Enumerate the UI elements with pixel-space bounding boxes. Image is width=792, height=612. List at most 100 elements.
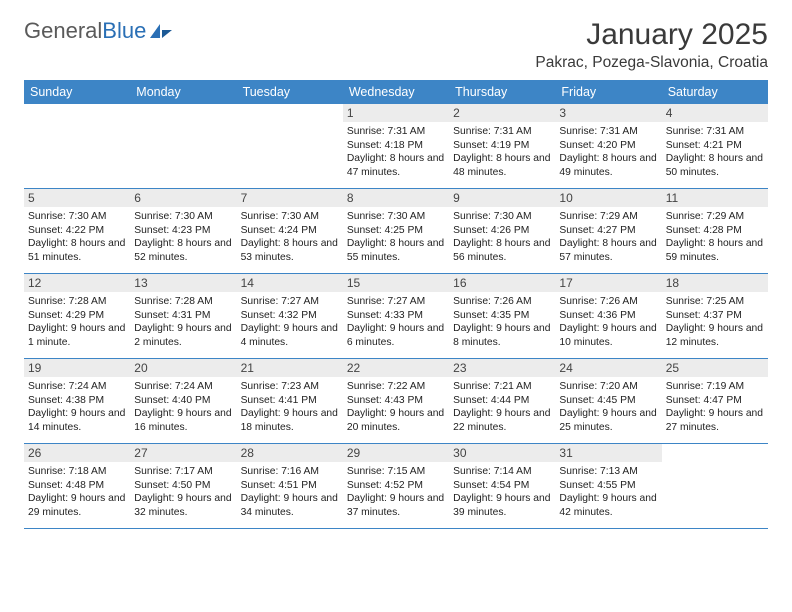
sunset-text: Sunset: 4:33 PM [347, 309, 445, 323]
sunset-text: Sunset: 4:35 PM [453, 309, 551, 323]
day-number: 2 [449, 104, 555, 122]
calendar-day: 25Sunrise: 7:19 AMSunset: 4:47 PMDayligh… [662, 359, 768, 443]
daylight-text: Daylight: 8 hours and 53 minutes. [241, 237, 339, 264]
sunrise-text: Sunrise: 7:22 AM [347, 380, 445, 394]
sunset-text: Sunset: 4:50 PM [134, 479, 232, 493]
day-sun-info: Sunrise: 7:15 AMSunset: 4:52 PMDaylight:… [347, 465, 445, 519]
calendar-day: 29 Sunrise: 7:15 AMSunset: 4:52 PMDayligh… [343, 444, 449, 528]
calendar-day: 20Sunrise: 7:24 AMSunset: 4:40 PMDayligh… [130, 359, 236, 443]
calendar-day: 27Sunrise: 7:17 AMSunset: 4:50 PMDayligh… [130, 444, 236, 528]
brand-logo: GeneralBlue [24, 18, 174, 44]
calendar-day: 31Sunrise: 7:13 AMSunset: 4:55 PMDayligh… [555, 444, 661, 528]
sunset-text: Sunset: 4:51 PM [241, 479, 339, 493]
daylight-text: Daylight: 9 hours and 10 minutes. [559, 322, 657, 349]
sunrise-text: Sunrise: 7:26 AM [453, 295, 551, 309]
calendar-week: 1 Sunrise: 7:31 AMSunset: 4:18 PMDaylight… [24, 104, 768, 189]
sunrise-text: Sunrise: 7:18 AM [28, 465, 126, 479]
daylight-text: Daylight: 9 hours and 18 minutes. [241, 407, 339, 434]
calendar-day: 14Sunrise: 7:27 AMSunset: 4:32 PMDayligh… [237, 274, 343, 358]
calendar-day [24, 104, 130, 188]
brand-name: GeneralBlue [24, 18, 146, 44]
sunrise-text: Sunrise: 7:21 AM [453, 380, 551, 394]
sunrise-text: Sunrise: 7:31 AM [453, 125, 551, 139]
day-number: 17 [555, 274, 661, 292]
calendar-day: 16Sunrise: 7:26 AMSunset: 4:35 PMDayligh… [449, 274, 555, 358]
daylight-text: Daylight: 8 hours and 51 minutes. [28, 237, 126, 264]
sunrise-text: Sunrise: 7:29 AM [559, 210, 657, 224]
sunset-text: Sunset: 4:32 PM [241, 309, 339, 323]
sunset-text: Sunset: 4:43 PM [347, 394, 445, 408]
day-number: 4 [662, 104, 768, 122]
calendar-day: 23Sunrise: 7:21 AMSunset: 4:44 PMDayligh… [449, 359, 555, 443]
calendar-week: 12Sunrise: 7:28 AMSunset: 4:29 PMDayligh… [24, 274, 768, 359]
calendar-day: 10Sunrise: 7:29 AMSunset: 4:27 PMDayligh… [555, 189, 661, 273]
day-number: 29 [343, 444, 449, 462]
day-sun-info: Sunrise: 7:30 AMSunset: 4:24 PMDaylight:… [241, 210, 339, 264]
sunset-text: Sunset: 4:47 PM [666, 394, 764, 408]
day-sun-info: Sunrise: 7:21 AMSunset: 4:44 PMDaylight:… [453, 380, 551, 434]
sunrise-text: Sunrise: 7:13 AM [559, 465, 657, 479]
sail-icon [148, 22, 174, 40]
day-number: 14 [237, 274, 343, 292]
sunrise-text: Sunrise: 7:23 AM [241, 380, 339, 394]
day-sun-info: Sunrise: 7:30 AMSunset: 4:23 PMDaylight:… [134, 210, 232, 264]
sunrise-text: Sunrise: 7:30 AM [241, 210, 339, 224]
calendar-day: 7 Sunrise: 7:30 AMSunset: 4:24 PMDaylight… [237, 189, 343, 273]
daylight-text: Daylight: 8 hours and 49 minutes. [559, 152, 657, 179]
day-number: 21 [237, 359, 343, 377]
daylight-text: Daylight: 9 hours and 27 minutes. [666, 407, 764, 434]
sunset-text: Sunset: 4:19 PM [453, 139, 551, 153]
daylight-text: Daylight: 9 hours and 8 minutes. [453, 322, 551, 349]
sunset-text: Sunset: 4:24 PM [241, 224, 339, 238]
daylight-text: Daylight: 9 hours and 34 minutes. [241, 492, 339, 519]
daylight-text: Daylight: 9 hours and 32 minutes. [134, 492, 232, 519]
calendar-day: 21 Sunrise: 7:23 AMSunset: 4:41 PMDayligh… [237, 359, 343, 443]
day-number: 10 [555, 189, 661, 207]
calendar-week: 26Sunrise: 7:18 AMSunset: 4:48 PMDayligh… [24, 444, 768, 529]
daylight-text: Daylight: 9 hours and 16 minutes. [134, 407, 232, 434]
daylight-text: Daylight: 8 hours and 47 minutes. [347, 152, 445, 179]
calendar-day: 8Sunrise: 7:30 AMSunset: 4:25 PMDaylight… [343, 189, 449, 273]
sunset-text: Sunset: 4:54 PM [453, 479, 551, 493]
sunset-text: Sunset: 4:28 PM [666, 224, 764, 238]
day-sun-info: Sunrise: 7:31 AMSunset: 4:18 PMDaylight:… [347, 125, 445, 179]
sunrise-text: Sunrise: 7:28 AM [28, 295, 126, 309]
sunset-text: Sunset: 4:23 PM [134, 224, 232, 238]
calendar-day: 5Sunrise: 7:30 AMSunset: 4:22 PMDaylight… [24, 189, 130, 273]
calendar-week: 19Sunrise: 7:24 AMSunset: 4:38 PMDayligh… [24, 359, 768, 444]
sunset-text: Sunset: 4:52 PM [347, 479, 445, 493]
sunrise-text: Sunrise: 7:24 AM [134, 380, 232, 394]
sunrise-text: Sunrise: 7:17 AM [134, 465, 232, 479]
day-sun-info: Sunrise: 7:24 AMSunset: 4:40 PMDaylight:… [134, 380, 232, 434]
day-number: 7 [237, 189, 343, 207]
day-sun-info: Sunrise: 7:24 AMSunset: 4:38 PMDaylight:… [28, 380, 126, 434]
day-number: 24 [555, 359, 661, 377]
sunrise-text: Sunrise: 7:29 AM [666, 210, 764, 224]
day-sun-info: Sunrise: 7:26 AMSunset: 4:35 PMDaylight:… [453, 295, 551, 349]
day-number: 9 [449, 189, 555, 207]
day-sun-info: Sunrise: 7:25 AMSunset: 4:37 PMDaylight:… [666, 295, 764, 349]
location-subtitle: Pakrac, Pozega-Slavonia, Croatia [535, 54, 768, 72]
day-sun-info: Sunrise: 7:13 AMSunset: 4:55 PMDaylight:… [559, 465, 657, 519]
day-sun-info: Sunrise: 7:23 AMSunset: 4:41 PMDaylight:… [241, 380, 339, 434]
daylight-text: Daylight: 8 hours and 59 minutes. [666, 237, 764, 264]
calendar-grid: Sunday Monday Tuesday Wednesday Thursday… [24, 80, 768, 529]
day-number: 6 [130, 189, 236, 207]
title-block: January 2025 Pakrac, Pozega-Slavonia, Cr… [535, 18, 768, 72]
sunrise-text: Sunrise: 7:30 AM [347, 210, 445, 224]
calendar-day [237, 104, 343, 188]
calendar-day: 4Sunrise: 7:31 AMSunset: 4:21 PMDaylight… [662, 104, 768, 188]
sunrise-text: Sunrise: 7:31 AM [347, 125, 445, 139]
day-number: 1 [343, 104, 449, 122]
day-number: 5 [24, 189, 130, 207]
weekday-header: Friday [555, 80, 661, 104]
sunrise-text: Sunrise: 7:25 AM [666, 295, 764, 309]
daylight-text: Daylight: 9 hours and 22 minutes. [453, 407, 551, 434]
sunrise-text: Sunrise: 7:14 AM [453, 465, 551, 479]
sunrise-text: Sunrise: 7:20 AM [559, 380, 657, 394]
day-sun-info: Sunrise: 7:28 AMSunset: 4:31 PMDaylight:… [134, 295, 232, 349]
daylight-text: Daylight: 9 hours and 37 minutes. [347, 492, 445, 519]
calendar-day: 6 Sunrise: 7:30 AMSunset: 4:23 PMDaylight… [130, 189, 236, 273]
calendar-day: 12Sunrise: 7:28 AMSunset: 4:29 PMDayligh… [24, 274, 130, 358]
daylight-text: Daylight: 9 hours and 1 minute. [28, 322, 126, 349]
